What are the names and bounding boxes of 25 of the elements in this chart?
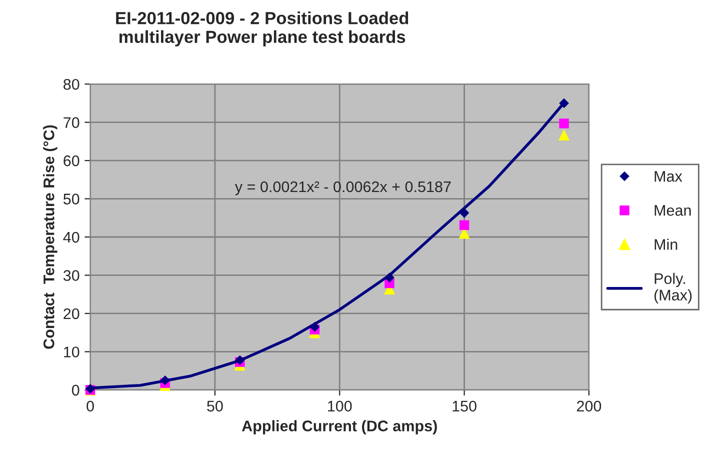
y-tick-label: 0 xyxy=(72,384,80,396)
y-tick-label: 30 xyxy=(63,270,80,281)
x-tick-label: 150 xyxy=(452,400,476,412)
y-tick-label: 60 xyxy=(64,155,80,166)
legend-label: Mean xyxy=(654,205,691,216)
y-tick-label: 40 xyxy=(63,232,80,243)
point xyxy=(558,129,570,140)
y-axis-title: Contact Temperature Rise (°C) xyxy=(43,125,58,349)
point xyxy=(559,118,569,128)
legend-label: Min xyxy=(654,238,678,250)
x-tick-label: 50 xyxy=(207,400,223,412)
chart-title: EI-2011-02-009 - 2 Positions Loaded multilayer Power plane test boards xyxy=(116,12,408,46)
point xyxy=(459,220,470,230)
y-tick-label: 50 xyxy=(63,194,80,204)
legend-label: Poly. (Max) xyxy=(654,272,692,304)
legend-label: Max xyxy=(654,171,682,182)
annotation: y = 0.0021x² - 0.0062x + 0.5187 xyxy=(234,181,451,196)
y-tick-label: 20 xyxy=(64,308,80,320)
x-tick-label: 100 xyxy=(328,400,352,412)
y-tick-label: 80 xyxy=(64,78,80,90)
x-tick-label: 0 xyxy=(86,400,94,412)
x-axis-title: Applied Current (DC amps) xyxy=(242,420,437,434)
x-tick-label: 200 xyxy=(576,400,602,412)
y-tick-label: 10 xyxy=(64,346,80,358)
y-tick-label: 70 xyxy=(64,117,80,128)
